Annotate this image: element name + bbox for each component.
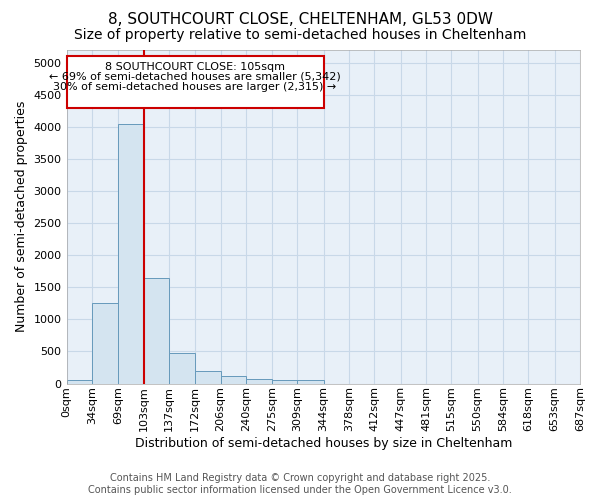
Bar	[246, 380, 272, 384]
Text: Size of property relative to semi-detached houses in Cheltenham: Size of property relative to semi-detach…	[74, 28, 526, 42]
Y-axis label: Number of semi-detached properties: Number of semi-detached properties	[15, 101, 28, 332]
FancyBboxPatch shape	[67, 56, 323, 108]
Bar	[272, 380, 298, 384]
Bar	[143, 278, 169, 384]
Bar	[67, 380, 92, 384]
Text: 8 SOUTHCOURT CLOSE: 105sqm: 8 SOUTHCOURT CLOSE: 105sqm	[105, 62, 285, 72]
Text: 30% of semi-detached houses are larger (2,315) →: 30% of semi-detached houses are larger (…	[53, 82, 337, 92]
Bar	[169, 353, 195, 384]
Text: ← 69% of semi-detached houses are smaller (5,342): ← 69% of semi-detached houses are smalle…	[49, 72, 341, 82]
Text: Contains HM Land Registry data © Crown copyright and database right 2025.
Contai: Contains HM Land Registry data © Crown c…	[88, 474, 512, 495]
Bar	[221, 376, 246, 384]
Bar	[195, 372, 221, 384]
X-axis label: Distribution of semi-detached houses by size in Cheltenham: Distribution of semi-detached houses by …	[134, 437, 512, 450]
Bar	[298, 380, 323, 384]
Bar	[92, 304, 118, 384]
Bar	[118, 124, 143, 384]
Text: 8, SOUTHCOURT CLOSE, CHELTENHAM, GL53 0DW: 8, SOUTHCOURT CLOSE, CHELTENHAM, GL53 0D…	[107, 12, 493, 28]
